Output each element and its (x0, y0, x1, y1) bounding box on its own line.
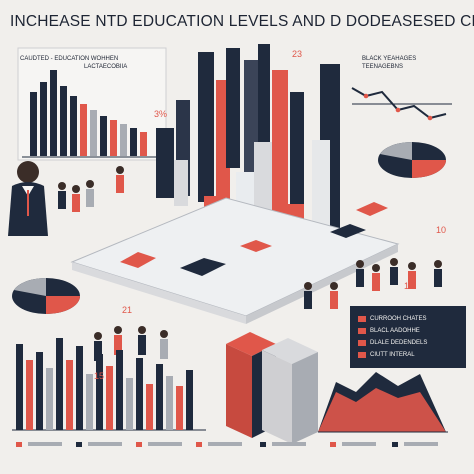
top-left-bar-chart (17, 47, 167, 161)
legend-item-3: DLALE DEDENDELS (370, 340, 428, 346)
stat-3-percent: 3% (154, 109, 168, 119)
stat-15: 15 (94, 371, 105, 381)
stat-21: 21 (122, 305, 133, 315)
top-right-pie-chart (378, 142, 446, 178)
legend-item-2: BLACL AADOHHE (370, 328, 420, 334)
stat-10: 10 (436, 225, 447, 235)
bottom-right-area-chart (318, 372, 448, 433)
legend-item-1: CURROOH CHATES (370, 316, 427, 322)
stat-23: 23 (292, 49, 303, 59)
city-ground (70, 197, 400, 324)
infographic-title: INCHEASE NTD EDUCATION LEVELS AND D DODE… (10, 13, 474, 30)
bottom-center-boxes (226, 332, 318, 444)
top-left-caption: CAUDTED - EDUCATION WOHHEN (20, 56, 119, 62)
people-group (8, 161, 442, 361)
left-pie-chart (12, 278, 80, 314)
legend-item-4: CIUTT INTERAL (370, 352, 415, 358)
legend-box (350, 306, 466, 368)
top-left-subcaption: LACTAECOBIIA (84, 64, 128, 70)
bottom-legend-swatches (16, 442, 438, 447)
bottom-left-bar-chart (12, 338, 206, 431)
stat-18: 18 (404, 281, 415, 291)
top-right-line-chart (351, 87, 452, 121)
top-right-subcaption: TEENAGEBNS (362, 64, 404, 70)
top-right-caption: BLACK YEAHAGES (362, 56, 417, 62)
